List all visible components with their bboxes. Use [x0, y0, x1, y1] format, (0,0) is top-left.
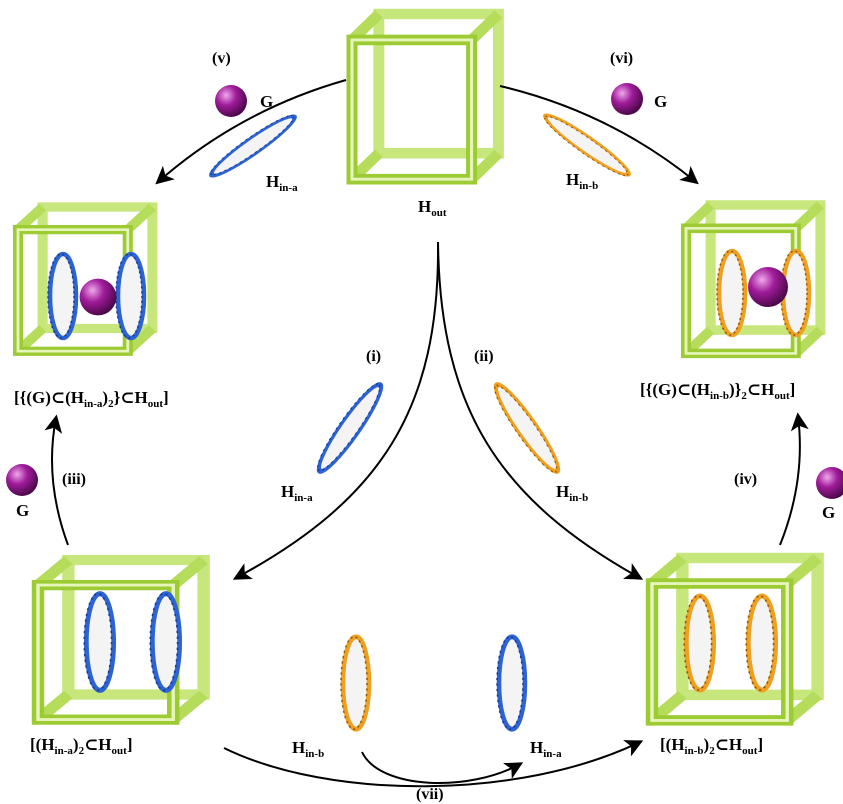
complex-bottom-right-label: [(Hin-b)2⊂Hout] — [660, 735, 763, 757]
ring-h-in-a-vii — [497, 637, 525, 729]
arrow-vi — [499, 85, 699, 185]
g-label-iv: G — [822, 503, 835, 522]
complex-top-right-label: [{(G)⊂(Hin-b)}2⊂Hout] — [640, 380, 795, 402]
guest-sphere-iii — [6, 464, 38, 496]
ring-h-in-a-i — [311, 379, 388, 477]
ring-bottom-right-2 — [746, 596, 775, 690]
h-in-a-label-vii: Hin-a — [530, 738, 562, 760]
step-vii-label: (vii) — [416, 786, 444, 803]
guest-sphere-iv — [816, 467, 843, 499]
step-v-label: (v) — [212, 50, 231, 67]
h-in-a-label-v: Hin-a — [266, 172, 298, 194]
arrow-i — [232, 241, 440, 580]
g-label-v: G — [260, 92, 273, 111]
arrow-v — [155, 79, 347, 185]
arrow-iv — [779, 412, 809, 546]
guest-sphere-top-left — [79, 278, 117, 316]
ring-top-right-1 — [717, 251, 745, 335]
step-i-label: (i) — [366, 348, 381, 365]
ring-h-in-a-v — [207, 110, 299, 182]
guest-sphere-top-right — [748, 267, 788, 307]
guest-sphere-vi — [611, 83, 643, 115]
h-in-b-label-vi: Hin-b — [566, 170, 598, 192]
step-vi-label: (vi) — [610, 50, 633, 67]
arrow-vii-large — [223, 740, 644, 788]
complex-bottom-left-label: [(Hin-a)2⊂Hout] — [30, 735, 132, 757]
ring-bottom-left-1 — [84, 594, 113, 691]
ring-bottom-left-2 — [150, 594, 179, 691]
complex-top-left-label: [{(G)⊂(Hin-a)2}⊂Hout] — [14, 388, 169, 410]
arrow-ii — [437, 241, 644, 580]
ring-h-in-b-vi — [541, 110, 633, 182]
g-label-vi: G — [654, 92, 667, 111]
guest-sphere-v — [215, 85, 247, 117]
ring-bottom-right-1 — [684, 596, 713, 690]
ring-top-left-2 — [116, 254, 144, 338]
cage-bottom-right — [652, 558, 818, 720]
step-ii-label: (ii) — [474, 348, 494, 365]
step-iii-label: (iii) — [62, 471, 86, 488]
g-label-iii: G — [16, 501, 29, 520]
h-in-b-label-vii: Hin-b — [292, 738, 324, 760]
h-out-label: Hout — [418, 197, 447, 219]
h-in-b-label-ii: Hin-b — [556, 482, 588, 504]
ring-h-in-b-vii — [341, 637, 369, 729]
arrow-vii-small — [361, 751, 524, 784]
step-iv-label: (iv) — [734, 471, 757, 488]
ring-top-left-1 — [48, 254, 76, 338]
cage-h-out — [352, 14, 498, 179]
arrow-iii — [44, 414, 69, 546]
h-in-a-label-i: Hin-a — [281, 482, 313, 504]
